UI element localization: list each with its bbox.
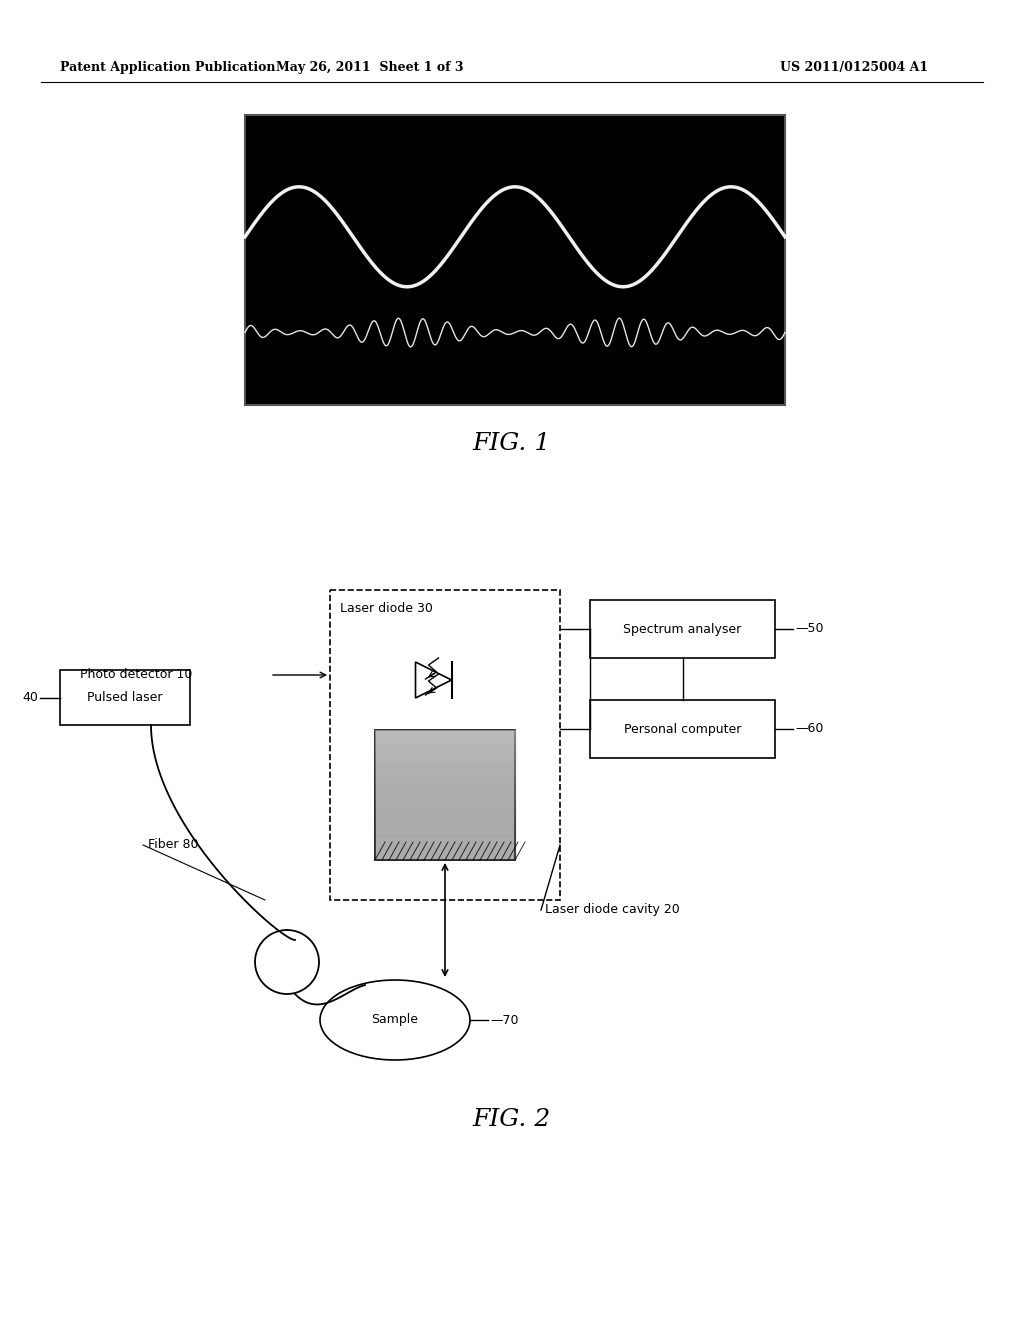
Text: Pulsed laser: Pulsed laser <box>87 690 163 704</box>
Text: Personal computer: Personal computer <box>624 722 741 735</box>
Text: —60: —60 <box>795 722 823 735</box>
Bar <box>330 590 560 900</box>
Text: May 26, 2011  Sheet 1 of 3: May 26, 2011 Sheet 1 of 3 <box>276 62 464 74</box>
Text: Sample: Sample <box>372 1014 419 1027</box>
Polygon shape <box>416 663 452 698</box>
Text: —50: —50 <box>795 623 823 635</box>
Text: Spectrum analyser: Spectrum analyser <box>624 623 741 635</box>
Text: Fiber 80: Fiber 80 <box>148 838 199 851</box>
Bar <box>375 730 515 861</box>
Bar <box>590 601 775 657</box>
Text: FIG. 2: FIG. 2 <box>473 1109 551 1131</box>
Text: Patent Application Publication: Patent Application Publication <box>60 62 275 74</box>
Bar <box>60 671 190 725</box>
Text: 40: 40 <box>23 690 38 704</box>
Text: FIG. 1: FIG. 1 <box>473 432 551 454</box>
Text: Laser diode cavity 20: Laser diode cavity 20 <box>545 903 680 916</box>
Bar <box>245 115 785 405</box>
Text: US 2011/0125004 A1: US 2011/0125004 A1 <box>780 62 928 74</box>
Ellipse shape <box>319 979 470 1060</box>
Text: Laser diode 30: Laser diode 30 <box>340 602 433 615</box>
Text: Photo detector 10: Photo detector 10 <box>80 668 193 681</box>
Text: —70: —70 <box>490 1014 518 1027</box>
Bar <box>590 700 775 758</box>
